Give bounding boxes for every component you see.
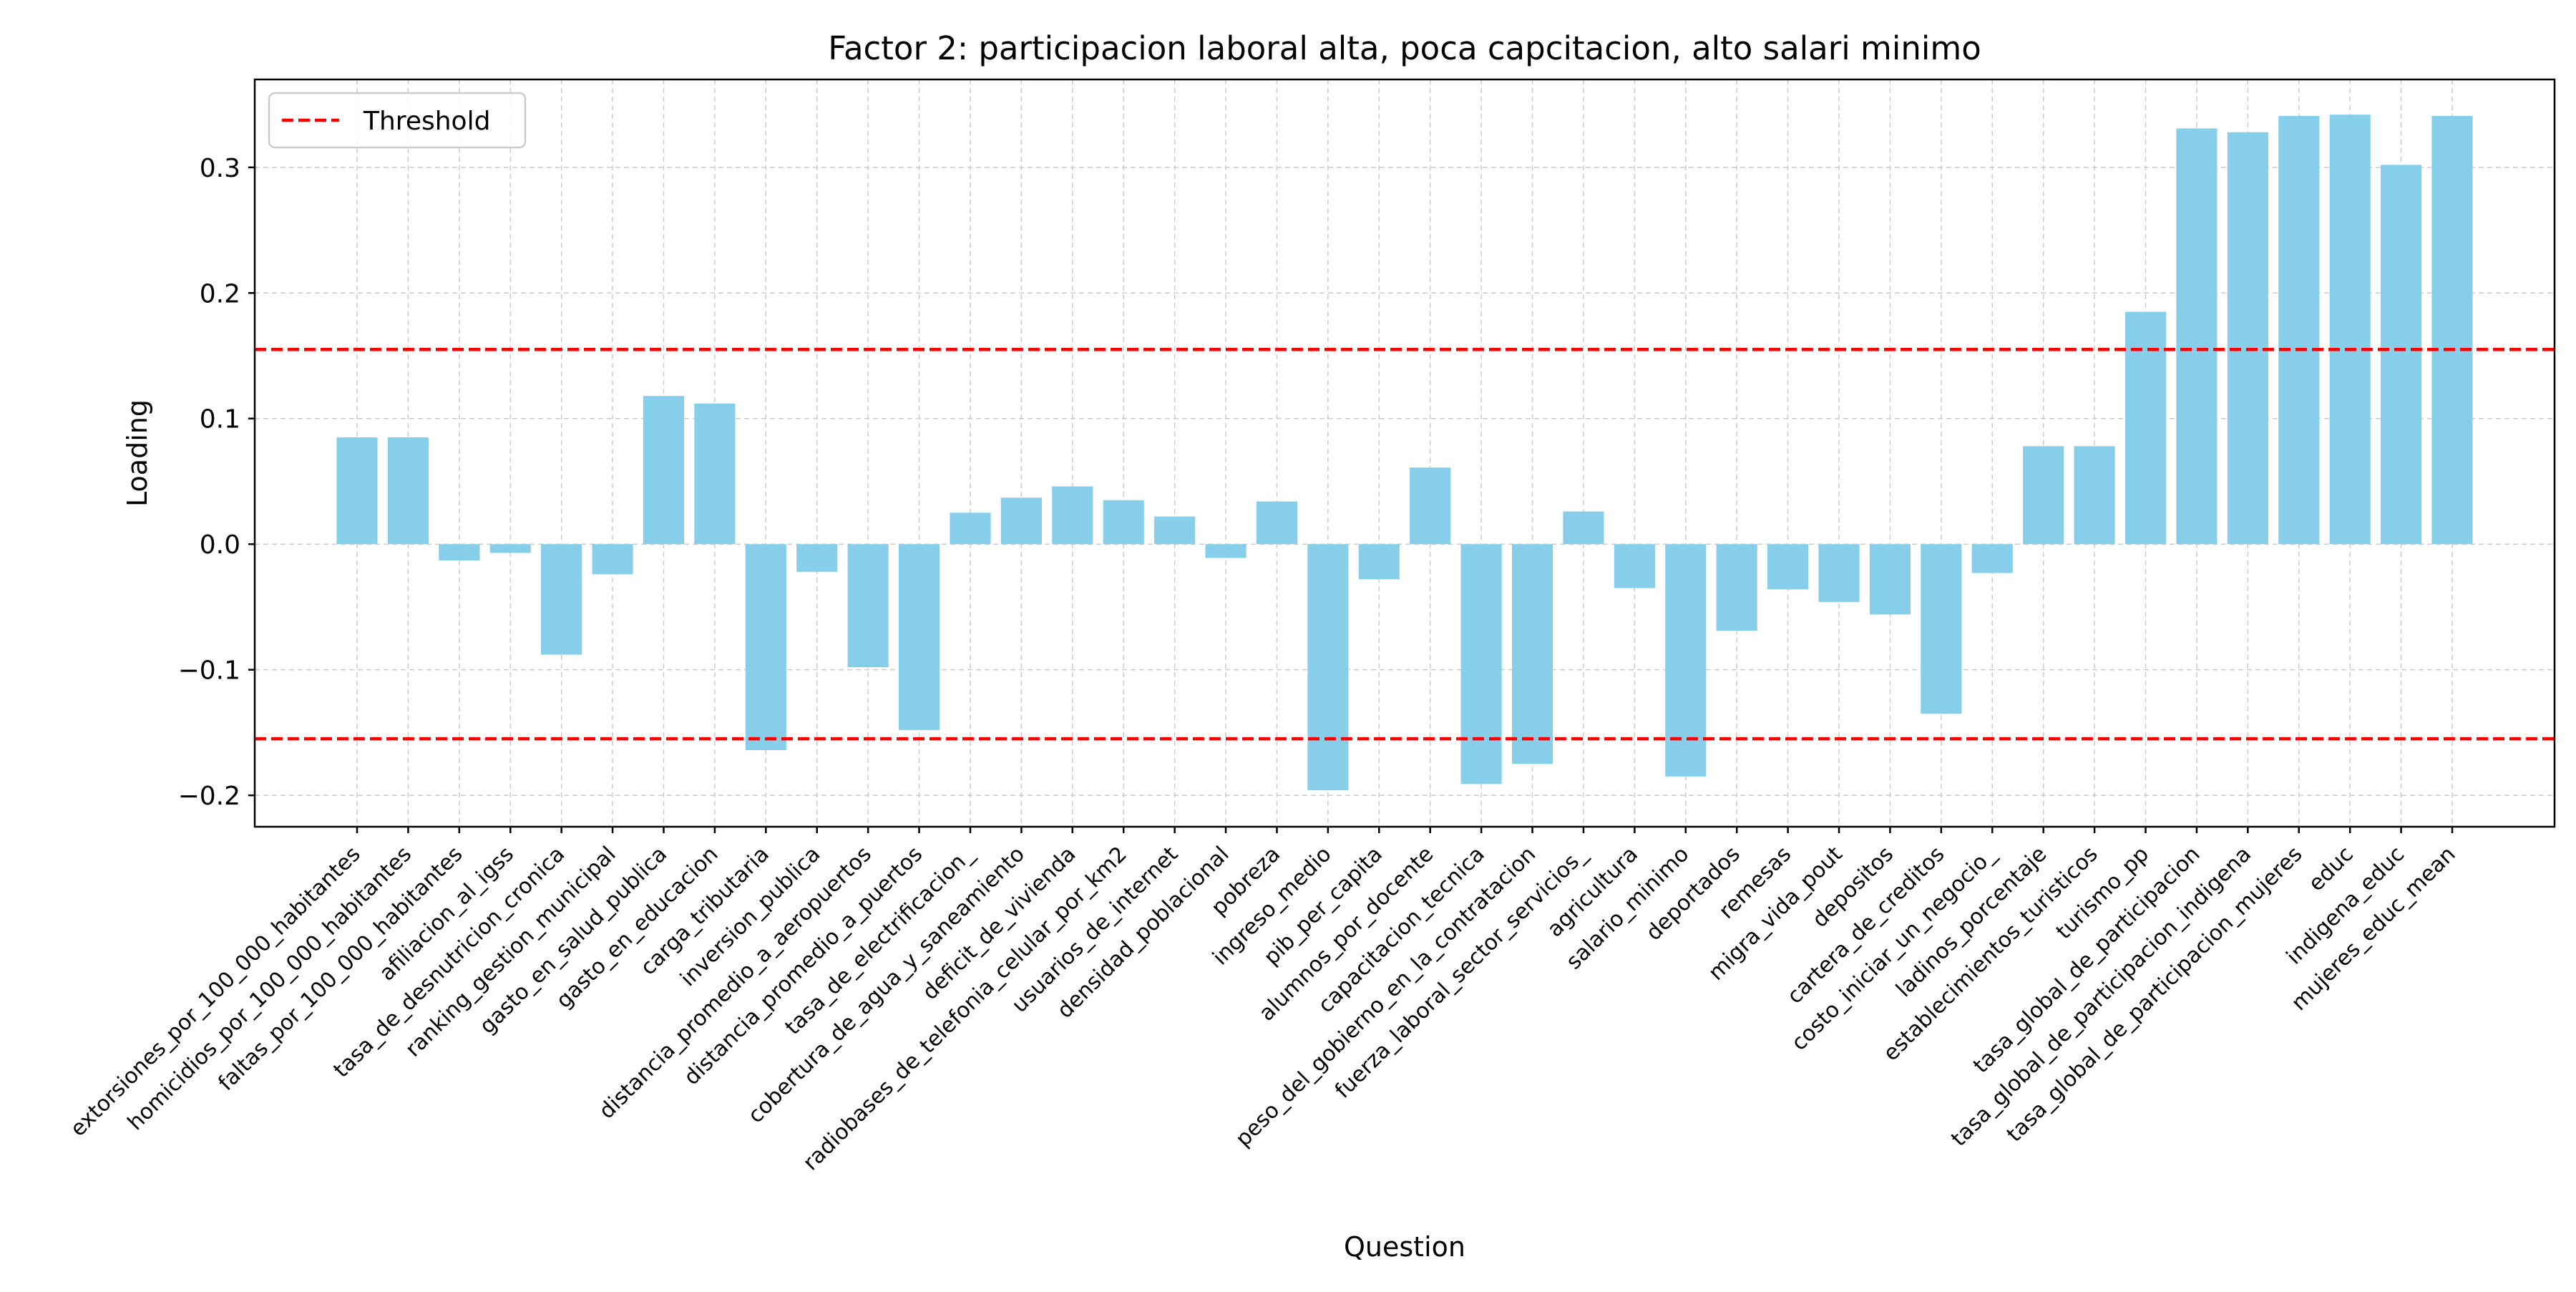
bar-depositos xyxy=(1869,544,1911,615)
threshold-layer xyxy=(255,347,2555,741)
bar-fuerza_laboral_sector_servicios_ xyxy=(1563,511,1604,545)
x-axis: extorsiones_por_100_000_habitanteshomici… xyxy=(66,827,2461,1175)
bar-costo_iniciar_un_negocio_ xyxy=(1971,544,2013,573)
bar-extorsiones_por_100_000_habitantes xyxy=(336,437,378,545)
bar-faltas_por_100_000_habitantes xyxy=(439,544,480,561)
bar-gasto_en_salud_publica xyxy=(643,396,685,545)
bar-afiliacion_al_igss xyxy=(489,544,531,553)
y-tick-label: 0.2 xyxy=(200,279,240,309)
bar-agricultura xyxy=(1614,544,1655,588)
bar-ingreso_medio xyxy=(1307,544,1349,791)
bar-cobertura_de_agua_y_saneamiento xyxy=(1000,497,1042,545)
bar-educ xyxy=(2329,115,2371,545)
bar-tasa_global_de_participacion_indigena xyxy=(2227,132,2268,545)
bar-tasa_de_desnutricion_cronica xyxy=(541,544,582,655)
bar-layer xyxy=(336,115,2473,791)
bar-deportados xyxy=(1716,544,1757,631)
bar-tasa_global_de_participacion_mujeres xyxy=(2278,115,2320,545)
chart-title: Factor 2: participacion laboral alta, po… xyxy=(828,29,1981,67)
x-tick-label: homicidios_por_100_000_habitantes xyxy=(123,842,416,1135)
bar-alumnos_por_docente xyxy=(1410,467,1451,545)
y-tick-label: −0.2 xyxy=(178,782,240,811)
bar-pib_per_capita xyxy=(1358,544,1400,580)
legend: Threshold xyxy=(268,92,527,149)
bar-turismo_pp xyxy=(2124,311,2167,545)
bar-deficit_de_vivienda xyxy=(1052,486,1093,545)
bar-tasa_de_electrificacion_ xyxy=(950,513,991,545)
bar-indigena_educ xyxy=(2381,165,2422,545)
y-tick-label: 0.3 xyxy=(200,154,240,183)
bar-distancia_promedio_a_puertos xyxy=(898,544,940,730)
bar-peso_del_gobierno_en_la_contratacion xyxy=(1511,544,1553,764)
plot-frame xyxy=(253,78,2556,828)
bar-establecimientos_turisticos xyxy=(2074,446,2115,545)
bar-carga_tributaria xyxy=(745,544,786,750)
bar-mujeres_educ_mean xyxy=(2431,115,2473,545)
y-tick-label: 0.1 xyxy=(200,405,240,434)
y-tick-label: 0.0 xyxy=(200,530,240,560)
bar-ladinos_porcentaje xyxy=(2023,446,2064,545)
y-tick-label: −0.1 xyxy=(178,656,240,686)
bar-inversion_publica xyxy=(796,544,838,572)
y-axis-label: Loading xyxy=(122,399,153,507)
bar-homicidios_por_100_000_habitantes xyxy=(387,437,429,545)
bar-radiobases_de_telefonia_celular_por_km2 xyxy=(1103,500,1144,545)
bar-gasto_en_educacion xyxy=(694,403,736,545)
bar-pobreza xyxy=(1256,501,1298,545)
bar-cartera_de_creditos xyxy=(1921,544,1962,714)
legend-threshold-label: Threshold xyxy=(363,107,490,136)
bar-capacitacion_tecnica xyxy=(1460,544,1502,785)
bar-migra_vida_pout xyxy=(1818,544,1860,602)
bar-tasa_global_de_participacion xyxy=(2176,128,2218,545)
x-axis-label: Question xyxy=(1344,1231,1465,1263)
legend-box xyxy=(268,92,527,149)
bar-remesas xyxy=(1767,544,1809,590)
y-axis: −0.2 −0.1 0.0 0.1 0.2 0.3 xyxy=(178,154,255,811)
bar-densidad_poblacional xyxy=(1205,544,1246,558)
bar-ranking_gestion_municipal xyxy=(592,544,633,575)
bar-salario_minimo xyxy=(1665,544,1707,777)
bar-distancia_promedio_a_aeropuertos xyxy=(847,544,889,668)
bar-usuarios_de_internet xyxy=(1154,516,1196,545)
